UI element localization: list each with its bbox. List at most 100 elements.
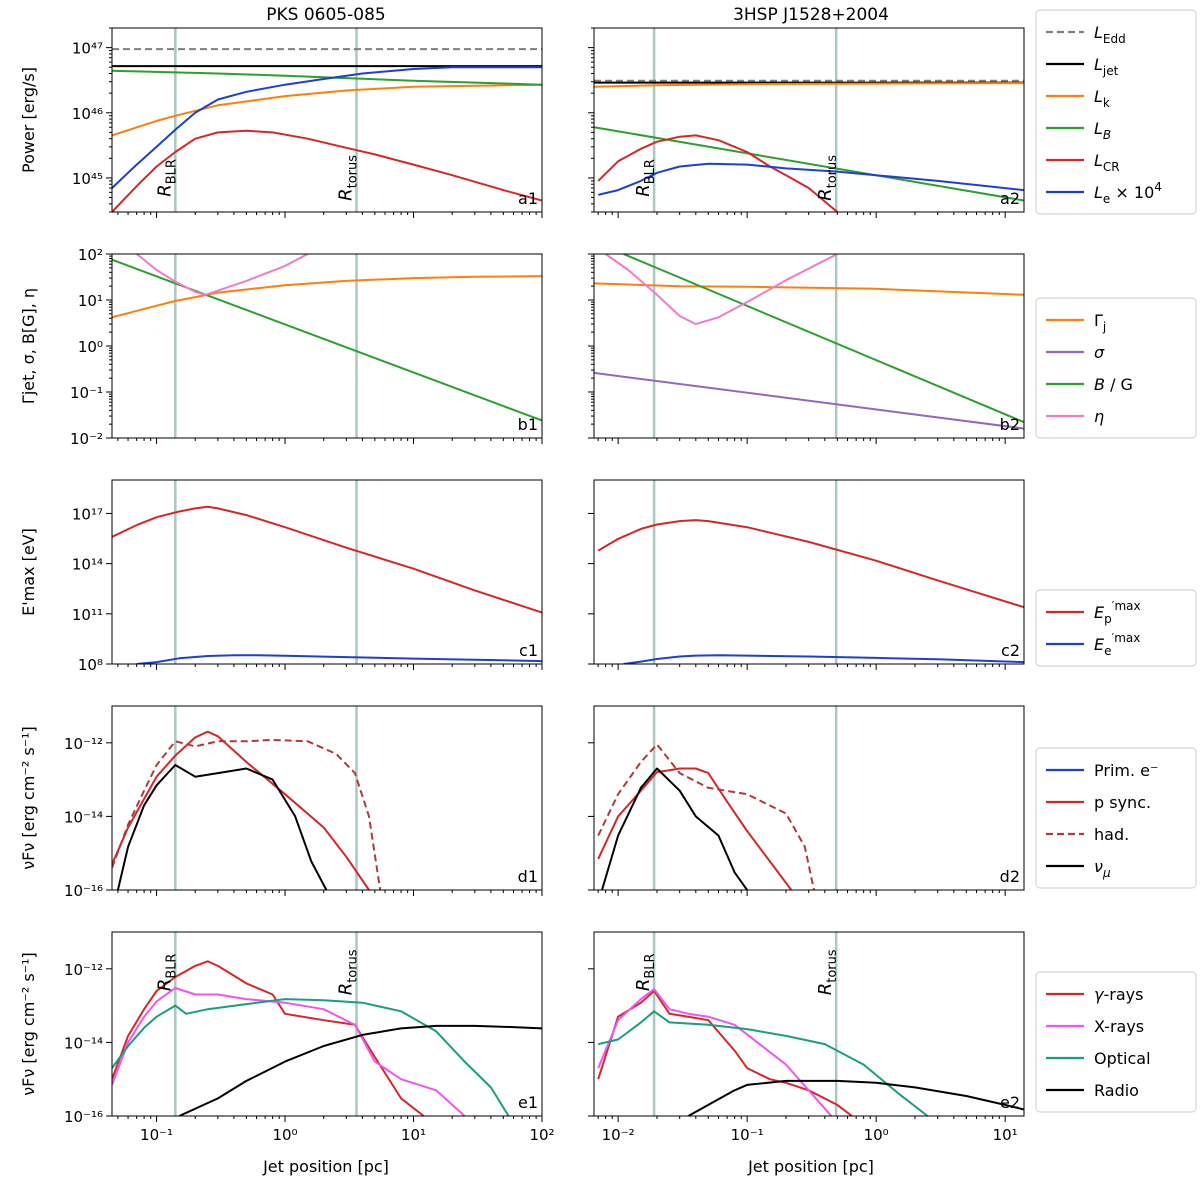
axes-frame	[593, 27, 1025, 213]
legend-label: LEdd	[1094, 23, 1126, 46]
x-tick-label: 10⁻²	[602, 1126, 635, 1144]
series-e-p-max	[112, 505, 542, 614]
y-tick-label: 10⁴⁶	[72, 105, 103, 123]
series-had-	[597, 743, 815, 890]
panel-c1: 10⁸ 10¹¹ 10¹⁴ 10¹⁷ c1 E'max [eV]	[19, 479, 543, 674]
vline-label: RBLR	[633, 159, 658, 197]
y-axis-label: νFν [erg cm⁻² s⁻¹]	[19, 726, 38, 870]
legend-label: η	[1094, 407, 1104, 426]
legend-4: Prim. e⁻ p sync. had. νμ	[1035, 747, 1197, 889]
legend-5: γ-rays X-rays Optical Radio	[1035, 971, 1197, 1113]
y-tick-label: 10⁻¹⁶	[64, 1108, 103, 1126]
vline-label: RBLR	[154, 954, 179, 992]
series-l-k	[112, 83, 542, 137]
legend-label: B / G	[1094, 375, 1133, 394]
y-tick-label: 10⁻¹	[70, 384, 103, 402]
legend-label: LCR	[1094, 151, 1120, 174]
panel-b1: 10⁻² 10⁻¹ 10⁰ 10¹ 10² b1 Γjet, σ, B[G], η	[19, 246, 543, 448]
series--	[136, 254, 309, 296]
series-l-e-x-10-4	[112, 66, 542, 189]
series-p-sync-	[112, 730, 370, 890]
y-axis-label: νFν [erg cm⁻² s⁻¹]	[19, 952, 38, 1096]
legend-label: had.	[1094, 825, 1129, 844]
legend-frame	[1035, 297, 1197, 439]
panel-id-label: c2	[1001, 641, 1020, 660]
series-optical	[112, 998, 510, 1116]
x-axis-label-left: Jet position [pc]	[262, 1157, 389, 1176]
y-axis-label: Γjet, σ, B[G], η	[19, 288, 38, 404]
y-tick-label: 10⁻¹⁴	[64, 1034, 103, 1052]
x-axis-label-right: Jet position [pc]	[747, 1157, 874, 1176]
series-b-g	[623, 254, 1024, 424]
legend-label: σ	[1094, 343, 1105, 362]
panel-b2: b2	[588, 253, 1025, 444]
axes-frame	[593, 253, 1025, 439]
vline-label: RBLR	[154, 159, 179, 197]
panel-a2: RBLR Rtorus a2	[588, 27, 1025, 218]
axes-frame	[593, 931, 1025, 1117]
y-tick-label: 10⁰	[78, 338, 103, 356]
y-tick-label: 10¹¹	[72, 606, 103, 624]
legend-label: γ-rays	[1094, 985, 1143, 1004]
legend-frame	[1035, 9, 1197, 215]
y-axis-label: Power [erg/s]	[19, 67, 38, 173]
legend-label: Γj	[1094, 311, 1106, 334]
panel-id-label: a2	[1000, 189, 1020, 208]
legend-label: Ee′max	[1094, 631, 1140, 658]
legend-frame	[1035, 747, 1197, 889]
axes-frame	[111, 27, 543, 213]
vline-label: Rtorus	[815, 949, 840, 995]
axes-frame	[111, 705, 543, 891]
y-tick-label: 10⁻¹⁶	[64, 882, 103, 900]
vline-label: RBLR	[633, 954, 658, 992]
legend-3: Ep′max Ee′max	[1035, 589, 1197, 667]
vline-label: Rtorus	[336, 949, 361, 995]
legend-label: Le × 104	[1094, 180, 1162, 206]
legend-label: Ep′max	[1094, 599, 1141, 626]
series-l-e-x-10-4	[597, 162, 1024, 196]
x-tick-label: 10⁰	[272, 1126, 297, 1144]
series-e-p-max	[597, 519, 1024, 609]
column-title-left: PKS 0605-085	[266, 5, 385, 25]
panel-id-label: b2	[1000, 415, 1020, 434]
panel-id-label: c1	[519, 641, 538, 660]
panel-d2: d2	[588, 705, 1025, 896]
legend-2: Γj σ B / G η	[1035, 297, 1197, 439]
panel-id-label: b1	[518, 415, 538, 434]
vline-label: Rtorus	[815, 155, 840, 201]
y-tick-label: 10⁴⁵	[72, 170, 103, 188]
series-l-cr	[112, 129, 542, 212]
panel-e2: RBLR Rtorus 10⁻² 10⁻¹ 10⁰ 10¹ e2	[588, 931, 1025, 1144]
series--rays	[112, 960, 425, 1116]
panel-id-label: e2	[1000, 1093, 1020, 1112]
y-tick-label: 10⁴⁷	[72, 40, 103, 58]
panel-id-label: d1	[518, 867, 538, 886]
axes-frame	[111, 479, 543, 665]
series-optical	[597, 1010, 929, 1116]
series--rays	[597, 990, 853, 1116]
series-x-rays	[597, 988, 833, 1116]
series--j	[112, 275, 542, 319]
legend-label: p sync.	[1094, 793, 1151, 812]
x-tick-label: 10⁻¹	[140, 1126, 173, 1144]
series-e-e-max	[136, 654, 542, 664]
y-tick-label: 10¹⁷	[72, 505, 103, 523]
x-tick-label: 10⁻¹	[731, 1126, 764, 1144]
x-tick-label: 10⁰	[864, 1126, 889, 1144]
y-axis-label: E'max [eV]	[19, 528, 38, 616]
panel-id-label: e1	[518, 1093, 538, 1112]
y-tick-label: 10¹	[78, 292, 103, 310]
series-l-k	[594, 82, 1024, 88]
series--	[601, 767, 748, 890]
series--	[594, 371, 1024, 430]
panel-d1: 10⁻¹⁶ 10⁻¹⁴ 10⁻¹² d1 νFν [erg cm⁻² s⁻¹]	[19, 705, 543, 900]
series--j	[594, 282, 1024, 296]
panel-c2: c2	[588, 479, 1025, 670]
series-e-e-max	[623, 654, 1024, 664]
panel-id-label: d2	[1000, 867, 1020, 886]
vline-label: Rtorus	[336, 155, 361, 201]
y-tick-label: 10⁻¹²	[64, 961, 103, 979]
legend-label: Prim. e⁻	[1094, 761, 1158, 780]
axes-frame	[593, 479, 1025, 665]
legend-label: νμ	[1094, 857, 1111, 880]
